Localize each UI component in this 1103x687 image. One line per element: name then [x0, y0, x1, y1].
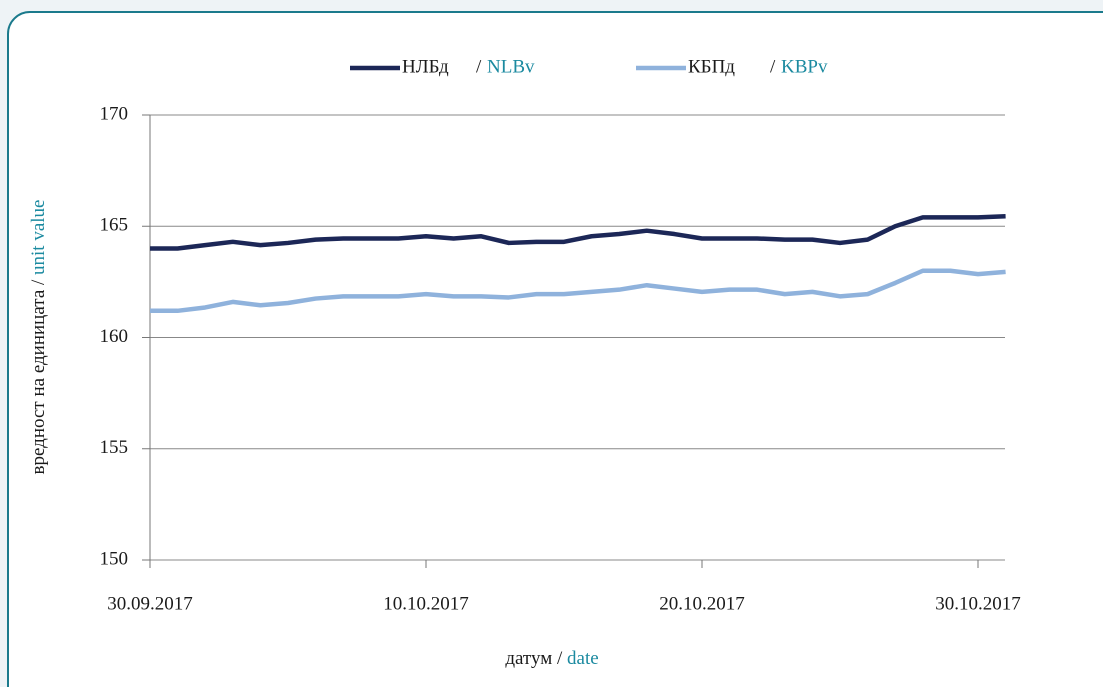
series-line	[150, 268, 1006, 314]
y-tick-label: 165	[100, 215, 129, 236]
x-tick-label: 30.10.2017	[935, 593, 1021, 614]
x-tick-label: 30.09.2017	[107, 593, 193, 614]
legend-separator: /	[476, 56, 482, 77]
x-label-local: датум	[505, 648, 552, 669]
y-label-local: вредност на единицата	[28, 289, 49, 474]
separator: /	[28, 279, 49, 285]
y-tick-label: 150	[100, 548, 129, 569]
legend-label-en: NLBv	[487, 56, 535, 77]
legend-label-en: KBPv	[781, 56, 828, 77]
legend: НЛБд / NLBv КБПд / KBPv	[350, 56, 828, 77]
y-tick-label: 160	[100, 326, 129, 347]
legend-label: КБПд	[688, 56, 735, 77]
y-axis-label: вредност на единицата / unit value	[28, 200, 49, 475]
y-tick-label: 155	[100, 437, 129, 458]
x-axis-label: датум / date	[505, 648, 598, 669]
y-tick-label: 170	[100, 103, 129, 124]
series-line	[150, 213, 1006, 251]
x-label-en: date	[567, 648, 599, 669]
legend-label: НЛБд	[402, 56, 449, 77]
separator: /	[557, 648, 563, 669]
legend-separator: /	[770, 56, 776, 77]
card	[7, 11, 1103, 687]
x-tick-label: 20.10.2017	[659, 593, 745, 614]
y-label-en: unit value	[28, 200, 49, 275]
x-tick-label: 10.10.2017	[383, 593, 469, 614]
